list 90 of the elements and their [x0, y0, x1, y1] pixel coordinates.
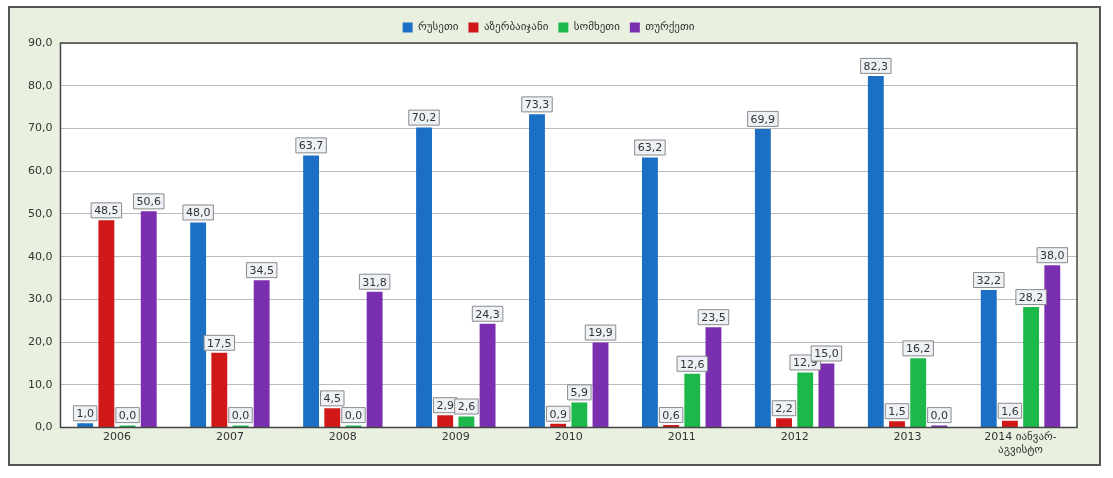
- x-tick-label: 2013: [893, 430, 922, 444]
- bar: [529, 114, 545, 428]
- x-tick-label: 2010: [554, 430, 583, 444]
- x-tick-label: 2006: [102, 430, 131, 444]
- bar: [641, 157, 658, 428]
- data-label: 50,6: [136, 195, 161, 209]
- y-tick-label: 70,0: [27, 121, 53, 135]
- bar: [366, 291, 383, 428]
- x-tick-label: 2009: [441, 430, 470, 444]
- legend-label: სომხეთი: [573, 20, 621, 34]
- data-label: 1,5: [888, 405, 906, 419]
- bar: [190, 222, 207, 428]
- data-label: 1,0: [76, 407, 94, 421]
- bar: [77, 423, 94, 428]
- data-label: 15,0: [814, 347, 839, 361]
- data-label: 0,0: [231, 408, 250, 422]
- bar: [140, 211, 157, 428]
- bar: [980, 290, 997, 428]
- data-label: 1,6: [1001, 404, 1019, 418]
- data-label: 23,5: [701, 311, 726, 325]
- bar: [776, 418, 792, 428]
- data-label: 82,3: [863, 59, 889, 73]
- bar: [303, 155, 320, 428]
- x-tick-label: 2012: [780, 430, 809, 444]
- y-tick-label: 10,0: [27, 377, 53, 391]
- y-tick-label: 90,0: [27, 35, 53, 49]
- data-label: 12,6: [680, 357, 705, 371]
- data-label: 0,0: [118, 408, 137, 422]
- bar: [705, 327, 722, 428]
- data-label: 5,9: [570, 386, 589, 400]
- data-label: 38,0: [1040, 249, 1065, 263]
- data-label: 70,2: [411, 111, 437, 125]
- bar: [416, 127, 432, 428]
- y-tick-label: 30,0: [27, 292, 53, 306]
- data-label: 24,3: [475, 307, 500, 321]
- data-label: 19,9: [588, 326, 613, 340]
- data-label: 16,2: [905, 342, 931, 356]
- data-label: 48,5: [94, 204, 119, 218]
- bar: [889, 421, 905, 428]
- data-label: 63,2: [637, 141, 663, 155]
- data-label: 34,5: [249, 264, 274, 278]
- y-tick-label: 0,0: [34, 420, 53, 434]
- data-label: 0,0: [344, 408, 363, 422]
- x-tick-label: 2007: [215, 430, 244, 444]
- legend-label: რუსეთი: [418, 20, 459, 34]
- bar: [437, 415, 454, 428]
- bar: [324, 408, 341, 428]
- data-label: 2,9: [436, 399, 454, 413]
- y-tick-label: 80,0: [27, 78, 53, 92]
- bar: [211, 352, 228, 428]
- y-tick-label: 20,0: [27, 334, 53, 348]
- bar: [571, 402, 588, 428]
- bar: [663, 425, 680, 428]
- bar: [684, 373, 701, 428]
- bar: [98, 220, 115, 428]
- data-label: 0,9: [549, 407, 567, 421]
- bar: [253, 280, 270, 428]
- data-label: 2,6: [457, 400, 476, 414]
- y-tick-label: 60,0: [27, 164, 53, 178]
- bar: [1044, 265, 1061, 428]
- data-label: 73,3: [524, 98, 550, 112]
- data-label: 31,8: [362, 275, 387, 289]
- y-tick-label: 40,0: [27, 249, 53, 263]
- bar: [818, 363, 835, 428]
- data-label: 69,9: [750, 112, 776, 126]
- data-label: 0,6: [662, 408, 680, 422]
- data-label: 0,0: [930, 408, 949, 422]
- bar: [754, 128, 771, 428]
- bar: [550, 423, 567, 428]
- bar: [1002, 420, 1018, 428]
- y-tick-label: 50,0: [27, 206, 53, 220]
- data-label: 28,2: [1018, 290, 1044, 304]
- bar: [592, 342, 609, 428]
- x-tick-label: 2014 იანვარ-აგვისტო: [984, 430, 1057, 457]
- x-tick-label: 2011: [667, 430, 696, 444]
- data-label: 63,7: [298, 139, 324, 153]
- bar: [458, 416, 475, 428]
- x-tick-label: 2008: [328, 430, 357, 444]
- bar: [797, 372, 814, 428]
- data-label: 17,5: [207, 336, 232, 350]
- bar: [867, 75, 884, 428]
- bar: [910, 358, 927, 428]
- data-label: 2,2: [775, 402, 793, 416]
- data-label: 48,0: [185, 206, 211, 220]
- bar: [1023, 307, 1040, 428]
- data-label: 4,5: [323, 392, 342, 406]
- legend-label: თურქეთი: [645, 20, 695, 34]
- data-label: 32,2: [976, 273, 1002, 287]
- legend-label: აზერბაიჯანი: [483, 20, 549, 34]
- bar: [479, 323, 496, 428]
